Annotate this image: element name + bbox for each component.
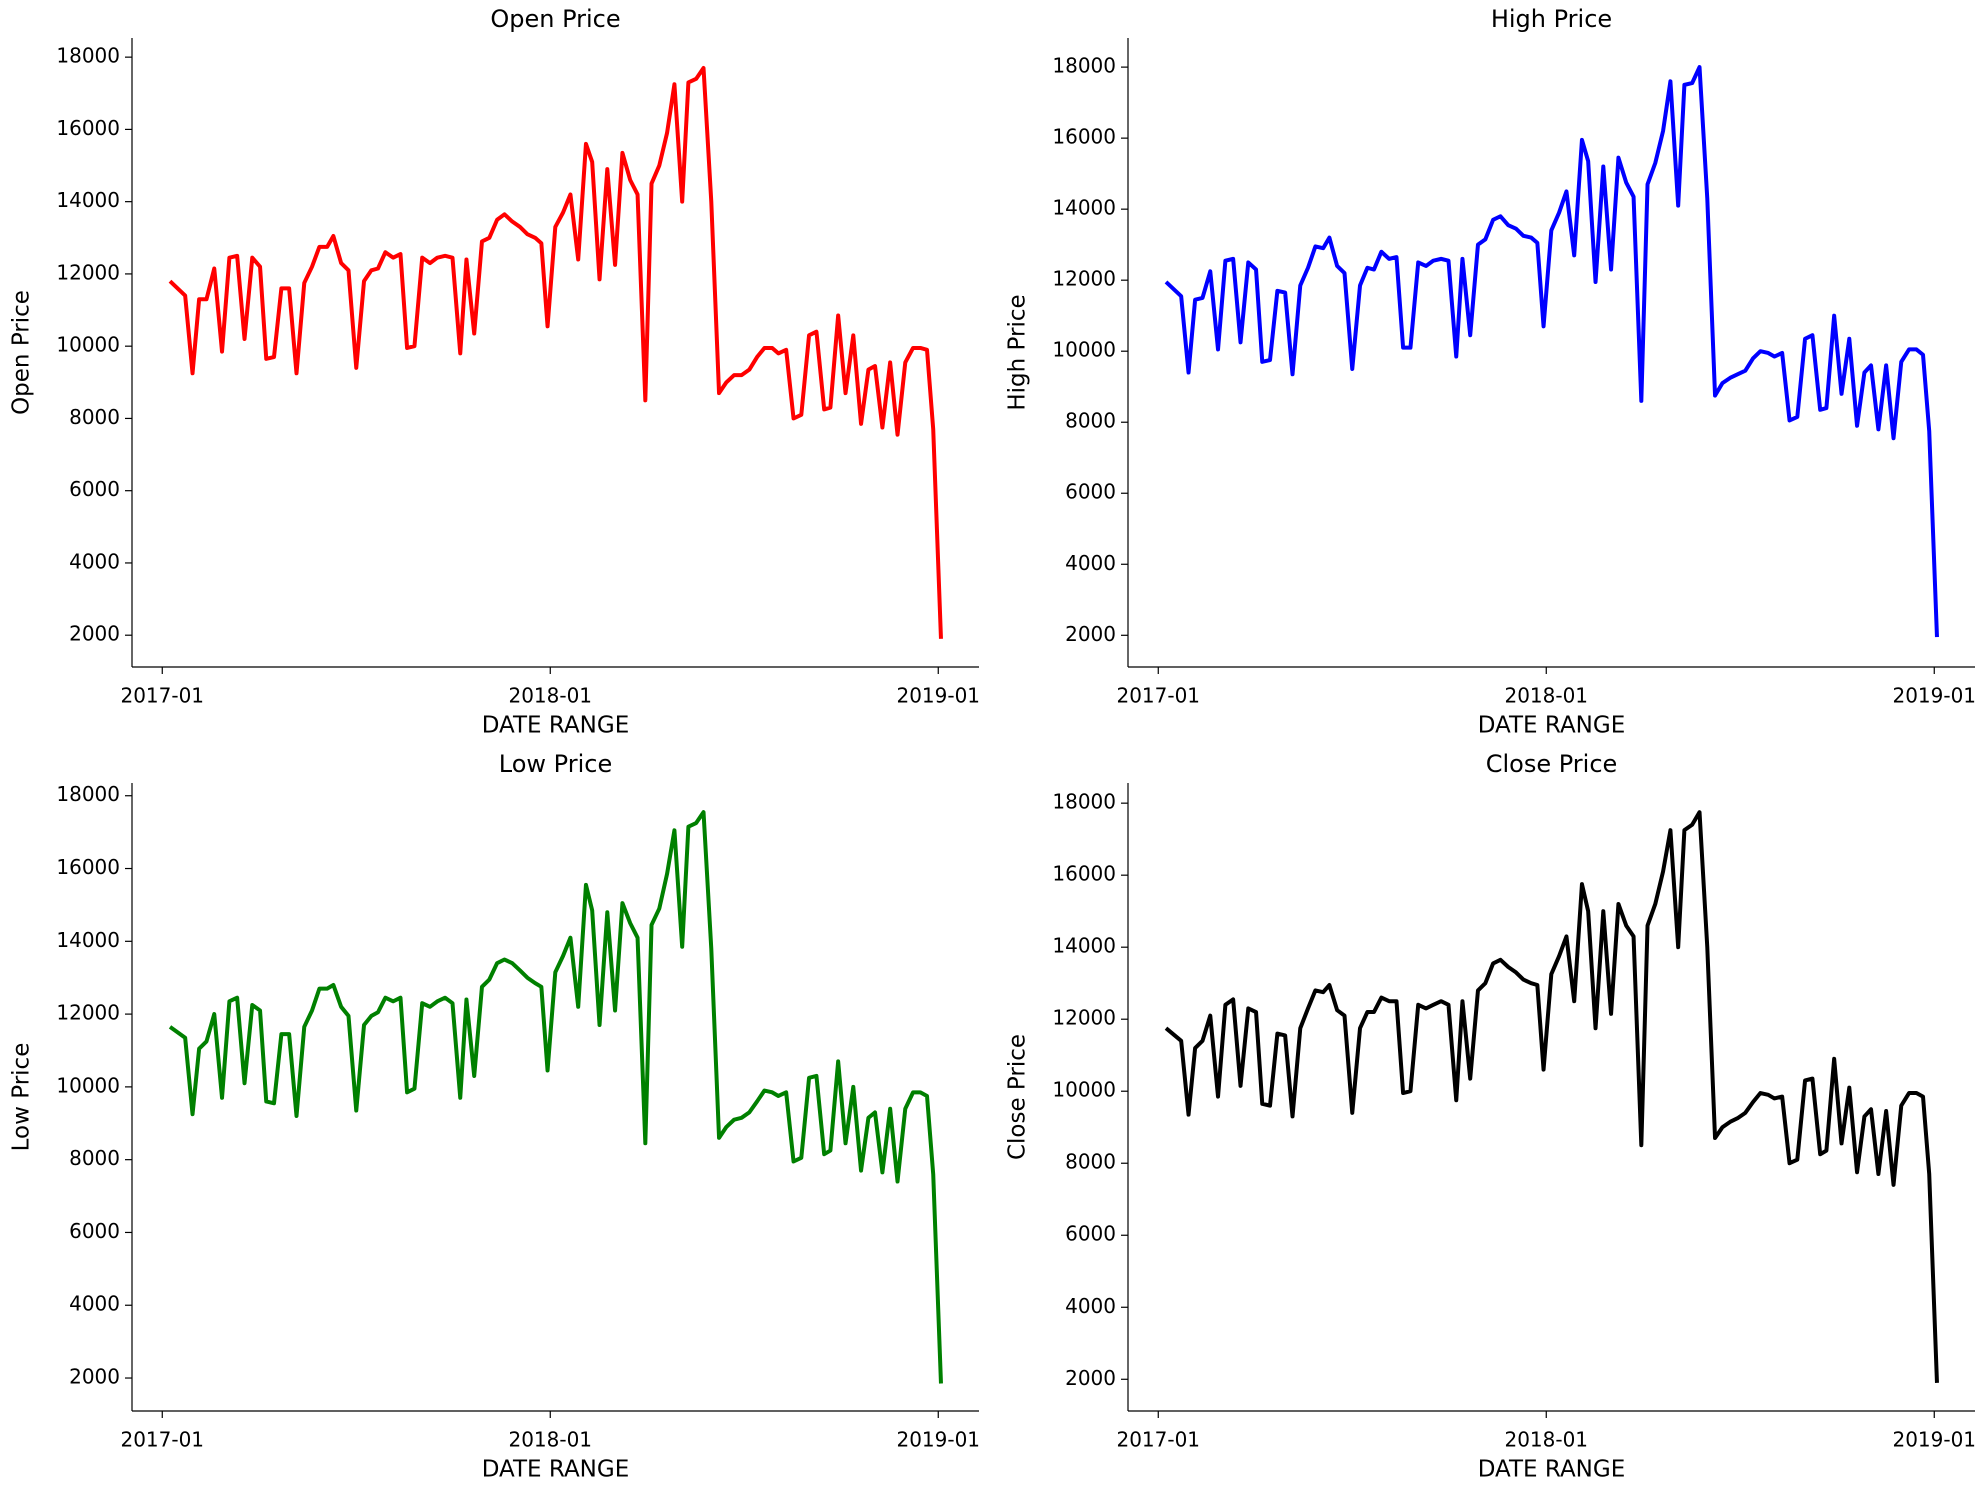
y-axis-label: Close Price	[1005, 1034, 1031, 1160]
chart-title: Close Price	[1486, 750, 1618, 778]
y-tick-label: 2000	[69, 1365, 120, 1389]
y-tick-label: 4000	[69, 549, 120, 573]
x-tick-label: 2019-01	[1892, 1428, 1976, 1452]
price-line	[168, 65, 943, 639]
x-tick-label: 2017-01	[120, 684, 204, 708]
x-tick-label: 2017-01	[120, 1428, 204, 1452]
x-tick-label: 2018-01	[1504, 684, 1588, 708]
y-tick-label: 8000	[69, 1146, 120, 1170]
y-tick-label: 6000	[1065, 480, 1116, 504]
price-line	[1164, 810, 1939, 1383]
y-tick-label: 14000	[1052, 196, 1116, 220]
price-line	[1164, 65, 1939, 638]
y-tick-label: 16000	[1052, 125, 1116, 149]
x-axis-label: DATE RANGE	[1478, 1457, 1626, 1483]
price-line	[168, 810, 943, 1384]
x-tick-label: 2017-01	[1116, 684, 1200, 708]
x-tick-label: 2019-01	[896, 1428, 980, 1452]
y-tick-label: 16000	[56, 855, 120, 879]
x-tick-label: 2018-01	[1504, 1428, 1588, 1452]
y-axis-label: Low Price	[9, 1043, 35, 1152]
y-tick-label: 12000	[56, 260, 120, 284]
y-tick-label: 2000	[1065, 1366, 1116, 1390]
y-axis-label: High Price	[1005, 294, 1031, 410]
y-tick-label: 6000	[1065, 1222, 1116, 1246]
y-tick-label: 12000	[1052, 1006, 1116, 1030]
y-tick-label: 10000	[1052, 1078, 1116, 1102]
y-tick-label: 10000	[56, 333, 120, 357]
y-tick-label: 18000	[1052, 790, 1116, 814]
y-axis-label: Open Price	[9, 290, 35, 415]
y-tick-label: 16000	[56, 116, 120, 140]
x-axis-label: DATE RANGE	[482, 713, 630, 739]
y-tick-label: 8000	[69, 405, 120, 429]
y-tick-label: 14000	[1052, 934, 1116, 958]
x-tick-label: 2018-01	[508, 684, 592, 708]
x-tick-label: 2018-01	[508, 1428, 592, 1452]
y-tick-label: 18000	[1052, 54, 1116, 78]
y-tick-label: 18000	[56, 782, 120, 806]
y-tick-label: 4000	[1065, 1294, 1116, 1318]
x-tick-label: 2019-01	[896, 684, 980, 708]
x-tick-label: 2019-01	[1892, 684, 1976, 708]
y-tick-label: 8000	[1065, 409, 1116, 433]
chart-title: High Price	[1491, 5, 1612, 33]
y-tick-label: 6000	[69, 477, 120, 501]
y-tick-label: 2000	[1065, 622, 1116, 646]
y-tick-label: 8000	[1065, 1150, 1116, 1174]
chart-title: Open Price	[490, 5, 620, 33]
y-tick-label: 16000	[1052, 862, 1116, 886]
y-tick-label: 10000	[1052, 338, 1116, 362]
y-tick-label: 12000	[1052, 267, 1116, 291]
x-axis-label: DATE RANGE	[1478, 713, 1626, 739]
y-tick-label: 10000	[56, 1073, 120, 1097]
y-tick-label: 6000	[69, 1219, 120, 1243]
y-tick-label: 14000	[56, 928, 120, 952]
y-tick-label: 2000	[69, 622, 120, 646]
y-tick-label: 4000	[69, 1292, 120, 1316]
y-tick-label: 12000	[56, 1001, 120, 1025]
y-tick-label: 4000	[1065, 551, 1116, 575]
y-tick-label: 14000	[56, 188, 120, 212]
y-tick-label: 18000	[56, 44, 120, 68]
x-tick-label: 2017-01	[1116, 1428, 1200, 1452]
chart-title: Low Price	[499, 750, 612, 778]
x-axis-label: DATE RANGE	[482, 1457, 630, 1483]
